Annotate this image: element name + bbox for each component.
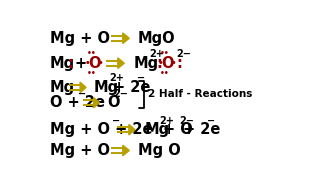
Text: 2+: 2+	[159, 116, 174, 126]
Text: ••: ••	[160, 49, 170, 58]
Text: O: O	[88, 56, 100, 71]
Text: −: −	[78, 89, 86, 98]
Polygon shape	[129, 124, 135, 135]
Text: + 2e: + 2e	[113, 80, 150, 95]
Text: :: :	[156, 56, 163, 71]
Text: 2−: 2−	[113, 89, 128, 98]
Text: + O: + O	[163, 122, 193, 137]
Polygon shape	[93, 97, 100, 108]
Text: + 2e: + 2e	[183, 122, 221, 137]
Text: •: •	[171, 59, 176, 68]
Text: MgO: MgO	[138, 31, 176, 46]
Text: :: :	[68, 56, 73, 71]
Text: Mg: Mg	[50, 56, 75, 71]
Text: ••: ••	[87, 69, 97, 78]
Text: ••: ••	[160, 69, 170, 78]
Polygon shape	[123, 33, 129, 44]
Text: Mg + O + 2e: Mg + O + 2e	[50, 122, 152, 137]
Text: Mg: Mg	[50, 80, 75, 95]
Text: −: −	[112, 116, 121, 126]
Text: Mg: Mg	[134, 56, 159, 71]
Text: Mg O: Mg O	[138, 143, 181, 158]
Text: Mg + O: Mg + O	[50, 31, 110, 46]
Text: •: •	[158, 59, 164, 68]
Text: 2 Half - Reactions: 2 Half - Reactions	[148, 89, 252, 99]
Text: 2+: 2+	[109, 73, 124, 83]
Text: O: O	[161, 56, 173, 71]
Polygon shape	[123, 145, 129, 156]
Text: −: −	[138, 73, 146, 83]
Text: O + 2e: O + 2e	[50, 95, 105, 110]
Text: ••: ••	[87, 49, 97, 58]
Text: •: •	[98, 59, 103, 68]
Text: +: +	[74, 56, 86, 71]
Polygon shape	[118, 58, 124, 68]
Text: 2−: 2−	[176, 49, 191, 59]
Polygon shape	[80, 82, 86, 93]
Text: :: :	[176, 56, 182, 71]
Text: 2−: 2−	[180, 116, 194, 126]
Text: −: −	[207, 116, 215, 126]
Text: Mg + O: Mg + O	[50, 143, 110, 158]
Text: Mg: Mg	[144, 122, 169, 137]
Text: Mg: Mg	[94, 80, 119, 95]
Text: O: O	[108, 95, 120, 110]
Text: •: •	[85, 59, 91, 68]
Text: 2+: 2+	[149, 49, 164, 59]
